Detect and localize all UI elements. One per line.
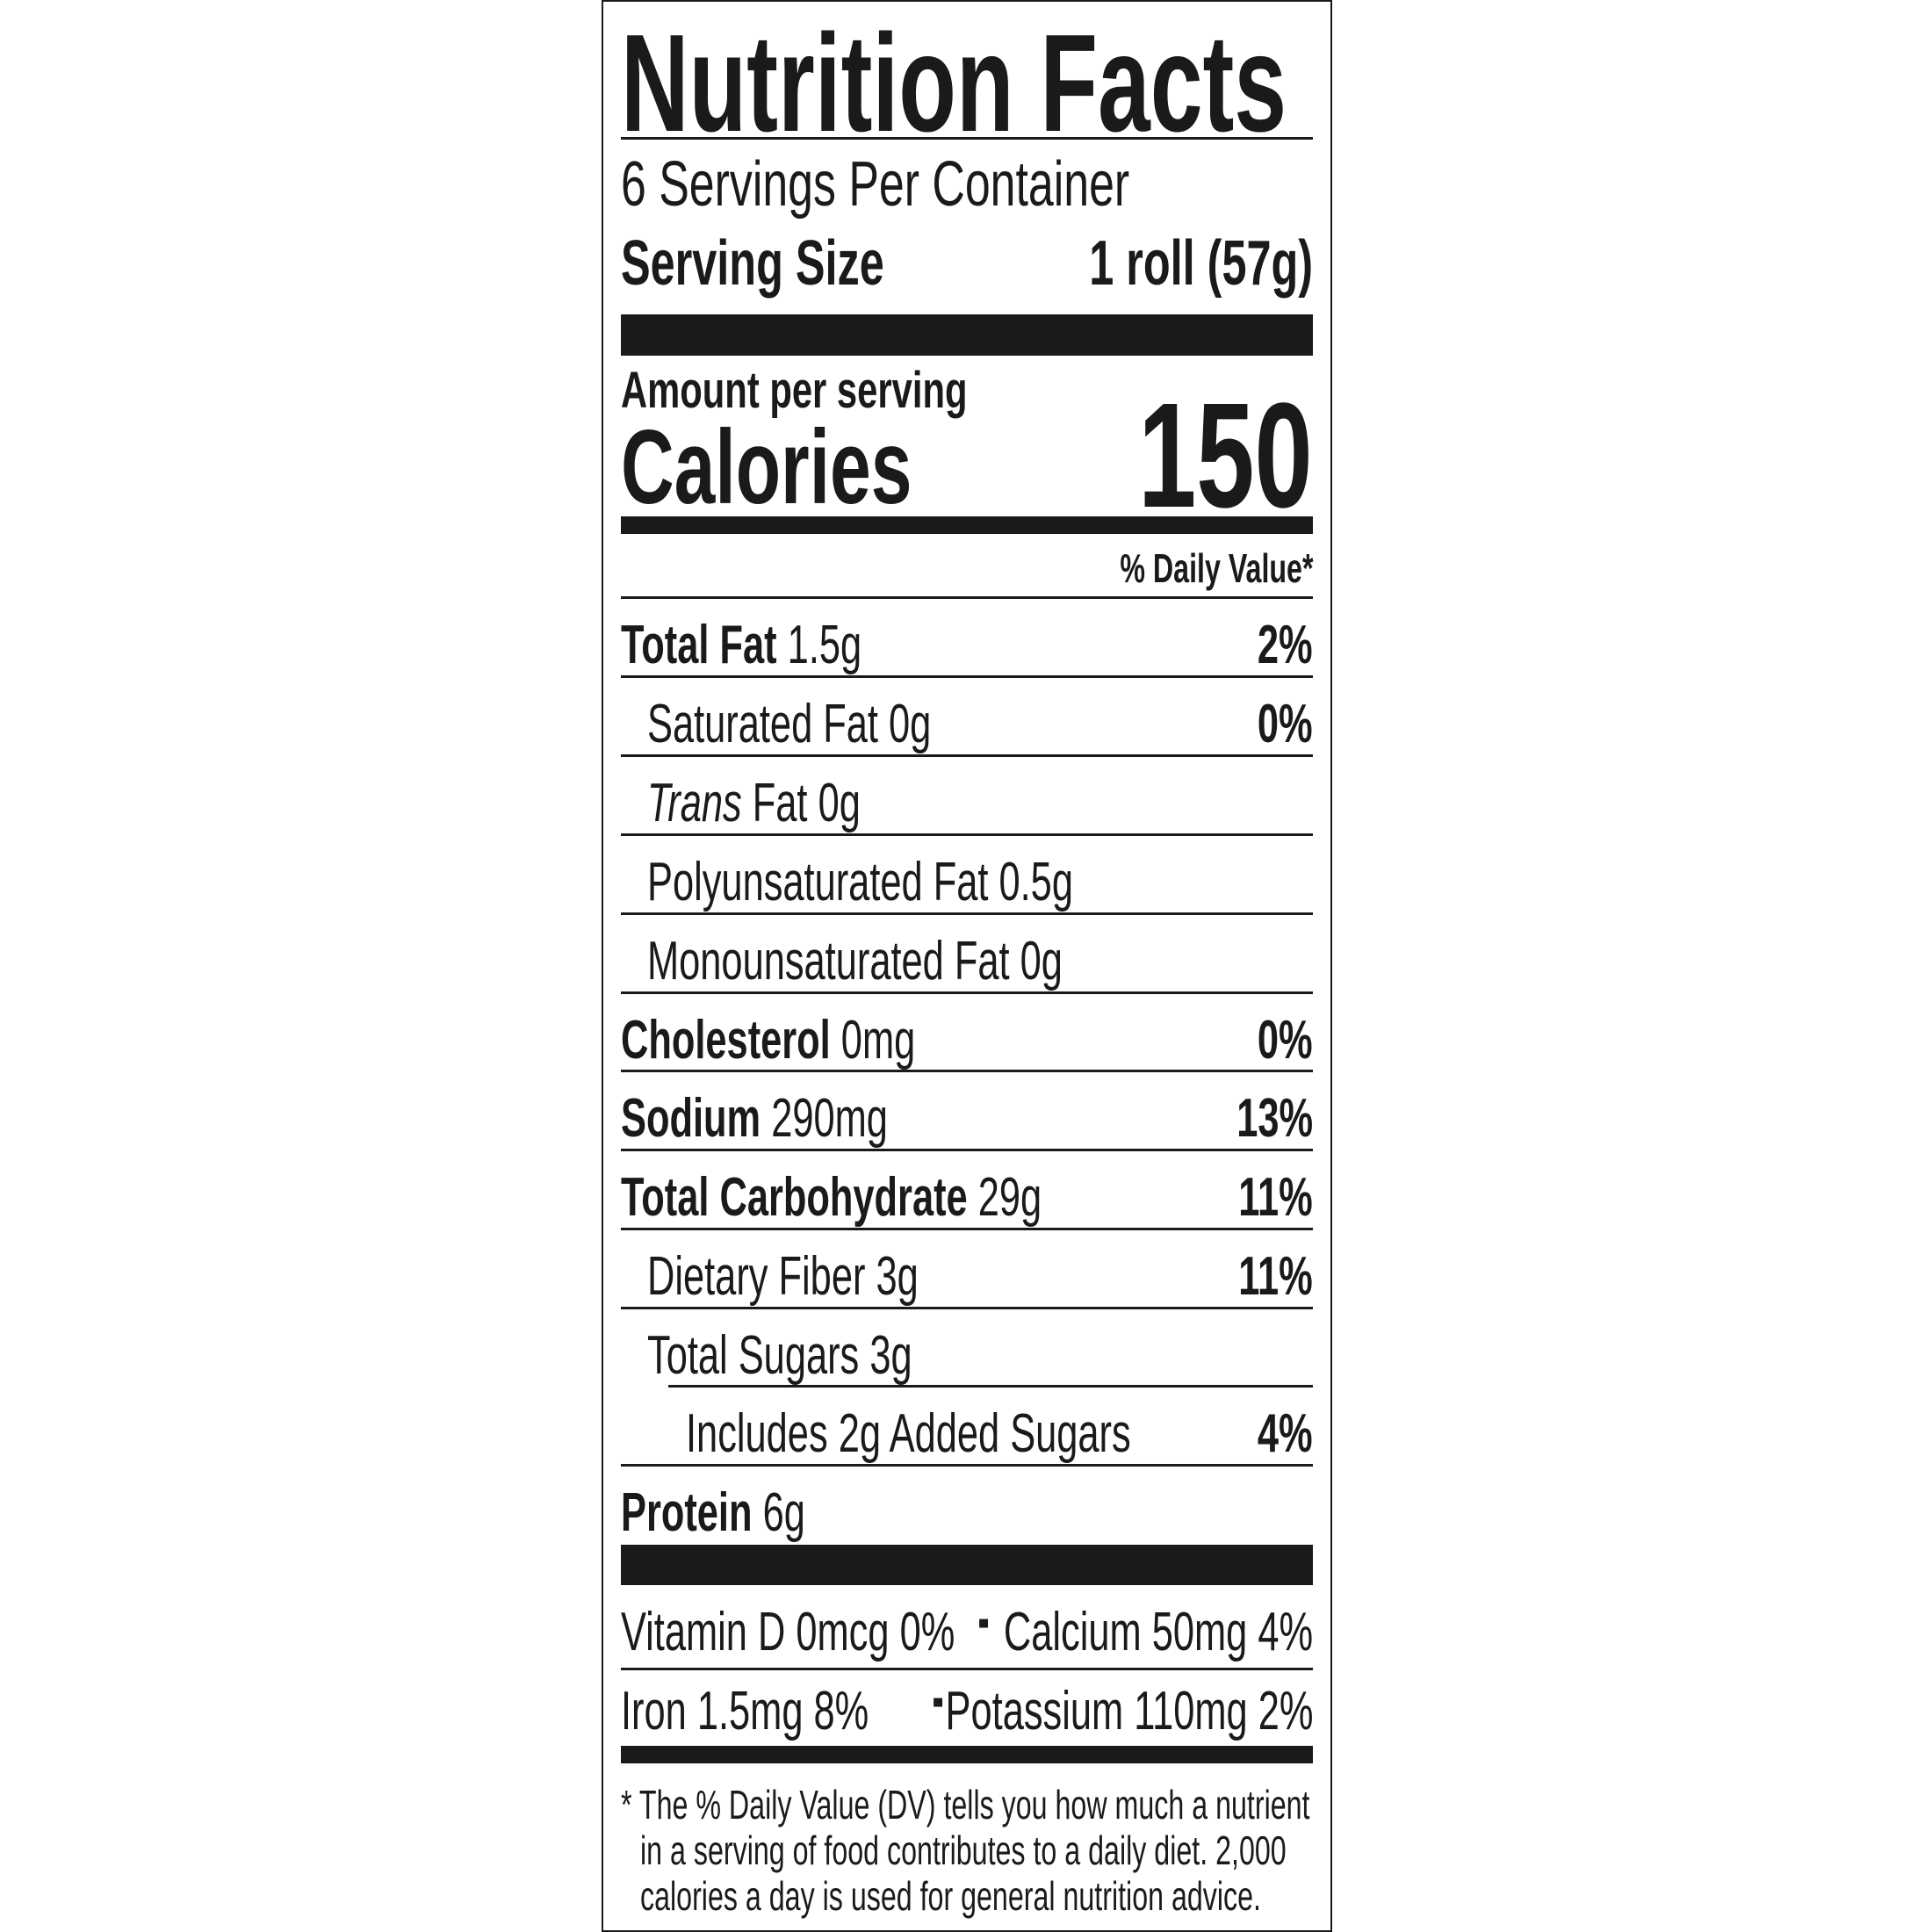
serving-size-value: 1 roll (57g)	[1089, 228, 1313, 299]
iron: Iron 1.5mg 8%	[621, 1681, 869, 1741]
potassium: Potassium 110mg 2%	[945, 1681, 1313, 1741]
daily-value-header: % Daily Value*	[1119, 545, 1313, 591]
label-title: Nutrition Facts	[621, 6, 1287, 161]
divider	[621, 833, 1313, 836]
divider	[621, 1070, 1313, 1072]
thick-divider	[621, 516, 1313, 534]
calories-label: Calories	[621, 408, 912, 526]
divider	[621, 1668, 1313, 1670]
divider	[621, 596, 1313, 599]
calcium: Calcium 50mg 4%	[1003, 1602, 1313, 1662]
divider	[621, 137, 1313, 140]
nutrient-row-sodium: Sodium 290mg 13%	[621, 1088, 1313, 1149]
thick-divider	[621, 1746, 1313, 1763]
nutrient-row-protein: Protein 6g	[621, 1482, 805, 1543]
vitamin-d: Vitamin D 0mcg 0%	[621, 1602, 955, 1662]
divider	[621, 675, 1313, 678]
nutrient-row-total-sugars: Total Sugars 3g	[647, 1325, 912, 1386]
nutrient-row-cholesterol: Cholesterol 0mg 0%	[621, 1010, 1313, 1071]
nutrient-row-polyunsaturated-fat: Polyunsaturated Fat 0.5g	[647, 852, 1073, 912]
nutrient-row-monounsaturated-fat: Monounsaturated Fat 0g	[647, 931, 1063, 991]
nutrient-row-total-carbohydrate: Total Carbohydrate 29g 11%	[621, 1167, 1313, 1228]
servings-per-container: 6 Servings Per Container	[621, 149, 1130, 220]
amount-per-serving: Amount per serving	[621, 362, 968, 419]
footnote-line-3: calories a day is used for general nutri…	[640, 1873, 1262, 1919]
footnote-line-1: * The % Daily Value (DV) tells you how m…	[621, 1782, 1310, 1827]
separator-dot: ▪	[977, 1604, 991, 1642]
divider	[621, 1464, 1313, 1467]
calories-value: 150	[1138, 372, 1313, 539]
nutrient-row-dietary-fiber: Dietary Fiber 3g 11%	[647, 1246, 1313, 1307]
thick-divider	[621, 1545, 1313, 1585]
nutrient-row-added-sugars: Includes 2g Added Sugars 4%	[686, 1403, 1313, 1464]
nutrient-row-trans-fat: Trans Fat 0g	[647, 773, 861, 833]
divider	[621, 1228, 1313, 1230]
nutrient-row-total-fat: Total Fat 1.5g 2%	[621, 615, 1313, 675]
thick-divider	[621, 314, 1313, 356]
divider	[621, 1307, 1313, 1309]
divider	[668, 1385, 1313, 1388]
divider	[621, 912, 1313, 915]
nutrition-facts-label: Nutrition Facts 6 Servings Per Container…	[602, 0, 1332, 1932]
divider	[621, 754, 1313, 757]
footnote-line-2: in a serving of food contributes to a da…	[640, 1827, 1287, 1873]
serving-size-label: Serving Size	[621, 228, 884, 299]
separator-dot: ▪	[932, 1683, 945, 1721]
divider	[621, 991, 1313, 994]
divider	[621, 1149, 1313, 1151]
nutrient-row-saturated-fat: Saturated Fat 0g 0%	[647, 694, 1313, 754]
